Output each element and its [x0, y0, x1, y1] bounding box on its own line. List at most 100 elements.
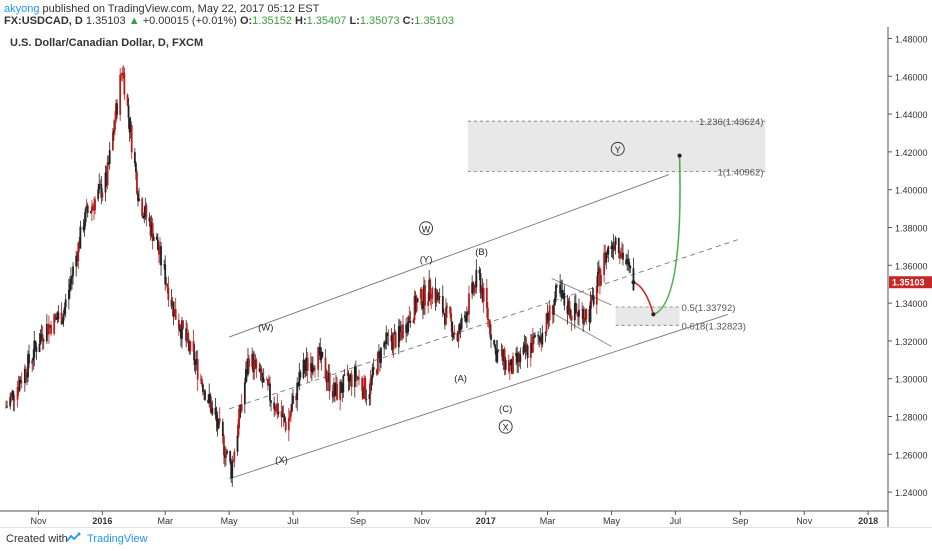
candle-body: [481, 288, 484, 302]
candle-body: [291, 403, 293, 412]
candle-body: [581, 309, 584, 310]
candle-body: [464, 315, 467, 322]
candle-body: [55, 317, 58, 320]
candle-body: [177, 319, 180, 330]
candle-body: [230, 462, 233, 479]
candle-body: [297, 382, 300, 386]
candle-body: [12, 391, 15, 401]
candle-body: [128, 117, 131, 133]
candle-body: [48, 324, 50, 335]
candle-body: [473, 285, 476, 293]
triangle-lower-line[interactable]: [551, 312, 612, 347]
candle-body: [266, 379, 269, 386]
candle-body: [314, 369, 316, 370]
candle-body: [365, 399, 368, 400]
projection-up-path[interactable]: [653, 155, 681, 316]
symbol-label: FX:USDCAD, D: [4, 15, 83, 27]
candle-body: [28, 354, 30, 364]
last-price-tag-label: 1.35103: [892, 278, 925, 288]
candle-body: [225, 453, 227, 458]
candle-body: [276, 404, 279, 415]
candle-body: [552, 305, 555, 315]
candle-body: [64, 299, 67, 308]
candle-body: [77, 242, 80, 262]
candle-body: [570, 315, 573, 321]
price-chart[interactable]: 1.236(1.43624) 1(1.40962) 0.5(1.33792) 0.61…: [0, 27, 932, 527]
candle-body: [577, 312, 579, 317]
time-tick-label: Sep: [350, 516, 366, 526]
candle-body: [71, 276, 73, 279]
candle-body: [282, 413, 285, 417]
wave-label-circle: [610, 141, 625, 156]
candle-body: [357, 376, 359, 379]
projection-down-path[interactable]: [633, 281, 655, 315]
up-arrow-icon: ▲: [128, 15, 140, 27]
candle-body: [104, 172, 107, 193]
candle-body: [592, 295, 595, 305]
candle-body: [136, 172, 138, 194]
candle-body: [137, 193, 139, 201]
candle-body: [391, 341, 394, 350]
author-link[interactable]: akyong: [4, 3, 40, 15]
candle-body: [172, 301, 175, 317]
candle-body: [233, 451, 236, 461]
candle-body: [240, 404, 243, 412]
candle-body: [416, 298, 419, 303]
candle-body: [472, 282, 475, 293]
candle-body: [334, 382, 336, 396]
triangle-upper-line[interactable]: [551, 278, 612, 306]
candle-body: [445, 307, 447, 325]
candle-body: [288, 416, 291, 419]
tradingview-link[interactable]: TradingView: [87, 533, 148, 545]
channel-lower-line[interactable]: [228, 313, 728, 480]
candle-body: [569, 315, 572, 317]
candle-body: [148, 217, 151, 222]
candle-body: [13, 399, 16, 401]
candle-body: [133, 152, 136, 164]
candle-body: [361, 377, 364, 391]
candle-body: [356, 376, 358, 378]
channel-upper-line[interactable]: [228, 174, 670, 338]
candle-body: [384, 342, 387, 345]
candle-body: [600, 274, 602, 286]
fib-level-label: 0.5(1.33792): [682, 303, 736, 314]
candle-body: [156, 239, 159, 251]
candle-body: [275, 404, 278, 412]
candle-body: [214, 407, 217, 416]
candle-body: [98, 184, 101, 190]
candle-body: [221, 421, 224, 437]
candle-body: [239, 405, 242, 412]
wave-label: (W): [258, 323, 273, 334]
candle-body: [247, 358, 249, 375]
candle-body: [195, 359, 198, 363]
candle-body: [612, 245, 615, 250]
candle-body: [408, 316, 411, 322]
candle-body: [533, 336, 535, 338]
candle-body: [251, 353, 254, 367]
candle-body: [312, 367, 314, 373]
candle-body: [83, 222, 86, 230]
candle-body: [400, 331, 402, 333]
price-tick-label: 1.36000: [895, 261, 928, 271]
candle-body: [478, 269, 481, 274]
candle-body: [287, 418, 290, 431]
candle-body: [164, 264, 167, 285]
price-tick-label: 1.48000: [895, 34, 928, 44]
candle-body: [541, 332, 544, 345]
candle-body: [178, 329, 181, 332]
time-tick-label: 2018: [858, 516, 878, 526]
candle-body: [17, 386, 20, 391]
time-tick-label: Mar: [540, 516, 556, 526]
candle-body: [268, 383, 270, 386]
candle-body: [313, 367, 315, 370]
candle-body: [226, 450, 228, 454]
candle-body: [292, 395, 294, 404]
candle-body: [534, 335, 536, 337]
time-tick-label: Jul: [670, 516, 682, 526]
wave-label-circle: [498, 419, 513, 434]
candle-body: [489, 320, 491, 335]
candle-body: [284, 421, 287, 431]
candle-body: [306, 357, 309, 371]
wave-label: (Y): [420, 254, 433, 265]
candle-body: [310, 363, 313, 373]
